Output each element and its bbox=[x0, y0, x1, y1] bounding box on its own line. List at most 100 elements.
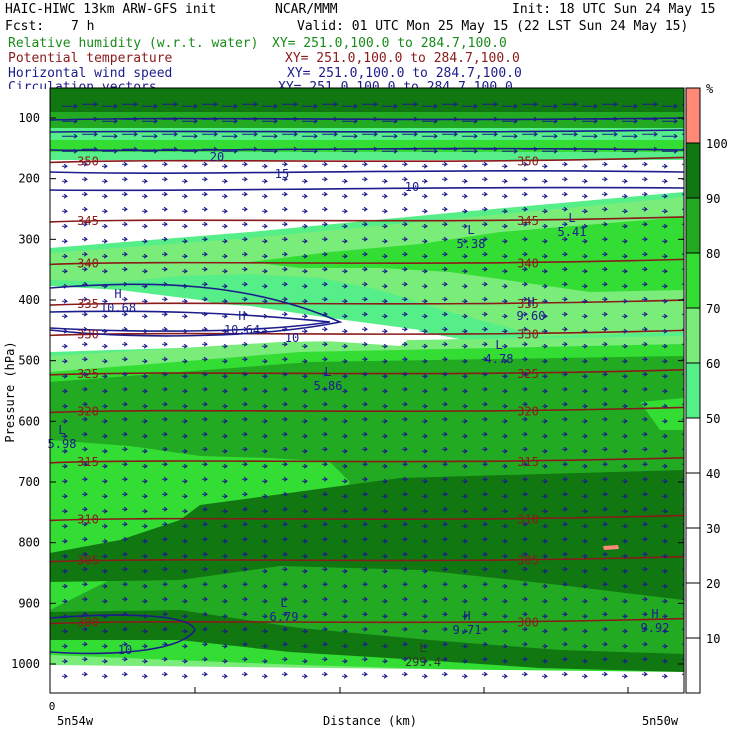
wind-label: 10 bbox=[405, 180, 419, 194]
y-tick-label: 600 bbox=[18, 414, 40, 428]
wind-line bbox=[50, 129, 684, 133]
wind-label: 10 bbox=[285, 331, 299, 345]
colorbar-band bbox=[686, 363, 700, 418]
y-tick-label: 800 bbox=[18, 536, 40, 550]
theta-line bbox=[50, 514, 684, 522]
theta-label: 335 bbox=[517, 297, 539, 311]
rh-region bbox=[50, 88, 684, 112]
theta-label: 345 bbox=[517, 214, 539, 228]
colorbar-band bbox=[686, 88, 700, 143]
extremum-value: 5.86 bbox=[314, 379, 343, 393]
colorbar-label: 60 bbox=[706, 357, 720, 371]
colorbar-band bbox=[686, 198, 700, 253]
x-tick-label: 0 bbox=[49, 700, 56, 713]
circulation-vectors bbox=[62, 101, 684, 679]
theta-label: 325 bbox=[517, 367, 539, 381]
extremum-value: 6.79 bbox=[270, 610, 299, 624]
y-tick-label: 100 bbox=[18, 111, 40, 125]
colorbar-label: 90 bbox=[706, 192, 720, 206]
colorbar-band bbox=[686, 308, 700, 363]
field-wind-xy: XY= 251.0,100.0 to 284.7,100.0 bbox=[287, 66, 522, 81]
extremum-type: H bbox=[463, 609, 470, 623]
contour-labels: 350 350 345 345 340 340 335 335 330 330 325 325 320 3… bbox=[48, 150, 670, 669]
extremum-value: 4.78 bbox=[485, 352, 514, 366]
theta-line bbox=[50, 216, 684, 223]
colorbar-frame bbox=[685, 87, 701, 694]
theta-line bbox=[50, 456, 684, 464]
extremum-value: 299.4 bbox=[405, 655, 441, 669]
wind-label: 20 bbox=[210, 150, 224, 164]
wind-line bbox=[50, 614, 196, 655]
wind-label: 10 bbox=[118, 643, 132, 657]
extremum-type: L bbox=[324, 365, 331, 379]
extremum-value: 5.98 bbox=[48, 437, 77, 451]
rh-region bbox=[50, 665, 684, 693]
theta-line bbox=[50, 555, 684, 563]
extremum-type: H bbox=[114, 287, 121, 301]
theta-label: 300 bbox=[77, 616, 99, 630]
x-left-location: 5n54w bbox=[57, 714, 94, 728]
y-tick-label: 400 bbox=[18, 293, 40, 307]
field-rh-name: Relative humidity (w.r.t. water) bbox=[8, 36, 259, 51]
extremum-type: H bbox=[527, 295, 534, 309]
extremum-value: 10.68 bbox=[100, 301, 136, 315]
field-vectors-xy: XY= 251.0,100.0 to 284.7,100.0 bbox=[278, 80, 513, 89]
colorbar-label: 100 bbox=[706, 137, 728, 151]
theta-label: 330 bbox=[517, 327, 539, 341]
theta-contours bbox=[50, 156, 684, 625]
y-tick-label: 900 bbox=[18, 596, 40, 610]
extremum-value: 10.64 bbox=[224, 323, 260, 337]
vector-arrows bbox=[62, 101, 684, 679]
rh-region bbox=[50, 610, 684, 672]
field-theta-xy: XY= 251.0,100.0 to 284.7,100.0 bbox=[285, 51, 520, 66]
y-tick-label: 700 bbox=[18, 475, 40, 489]
extremum-type: L bbox=[419, 641, 426, 655]
colorbar-label: 40 bbox=[706, 467, 720, 481]
theta-label: 310 bbox=[517, 512, 539, 526]
theta-label: 330 bbox=[77, 327, 99, 341]
colorbar-label: 30 bbox=[706, 522, 720, 536]
theta-label: 335 bbox=[77, 297, 99, 311]
extremum-value: 5.41 bbox=[558, 225, 587, 239]
extremum-type: L bbox=[568, 211, 575, 225]
axes: 1002003004005006007008009001000Pressure … bbox=[3, 111, 684, 728]
field-wind-name: Horizontal wind speed bbox=[8, 66, 173, 81]
rh-region bbox=[50, 470, 684, 600]
extremum-type: L bbox=[467, 223, 474, 237]
wind-line bbox=[50, 170, 684, 174]
init-time: Init: 18 UTC Sun 24 May 15 bbox=[512, 2, 716, 17]
theta-label: 340 bbox=[77, 256, 99, 270]
colorbar-band bbox=[686, 418, 700, 693]
field-rh-xy: XY= 251.0,100.0 to 284.7,100.0 bbox=[272, 36, 507, 51]
field-vectors-name: Circulation vectors bbox=[8, 80, 157, 89]
y-tick-label: 200 bbox=[18, 172, 40, 186]
valid-time: Valid: 01 UTC Mon 25 May 15 (22 LST Sun … bbox=[297, 19, 689, 34]
org-label: NCAR/MMM bbox=[275, 2, 338, 17]
extremum-value: 9.71 bbox=[453, 623, 482, 637]
colorbar-label: 70 bbox=[706, 302, 720, 316]
model-title: HAIC-HIWC 13km ARW-GFS init bbox=[5, 2, 217, 17]
theta-label: 300 bbox=[517, 616, 539, 630]
theta-line bbox=[50, 406, 684, 414]
theta-label: 320 bbox=[517, 404, 539, 418]
wind-label: 15 bbox=[275, 167, 289, 181]
rh-saturated-spot bbox=[603, 545, 619, 550]
extremum-type: L bbox=[58, 423, 65, 437]
colorbar-label: 80 bbox=[706, 247, 720, 261]
extremum-value: 9.60 bbox=[517, 309, 546, 323]
x-right-location: 5n50w bbox=[642, 714, 679, 728]
theta-line bbox=[50, 258, 684, 266]
forecast-hour: 7 h bbox=[71, 19, 95, 34]
theta-line bbox=[50, 617, 684, 625]
theta-label: 305 bbox=[77, 554, 99, 568]
theta-label: 305 bbox=[517, 554, 539, 568]
humidity-fill bbox=[50, 88, 684, 693]
theta-label: 320 bbox=[77, 404, 99, 418]
colorbar: 10 20 30 40 50 60 70 80 90 100% bbox=[685, 82, 728, 694]
colorbar-label: 20 bbox=[706, 577, 720, 591]
colorbar-label: 10 bbox=[706, 632, 720, 646]
y-tick-label: 500 bbox=[18, 354, 40, 368]
extremum-type: L bbox=[280, 596, 287, 610]
theta-label: 325 bbox=[77, 367, 99, 381]
rh-region bbox=[250, 217, 684, 292]
